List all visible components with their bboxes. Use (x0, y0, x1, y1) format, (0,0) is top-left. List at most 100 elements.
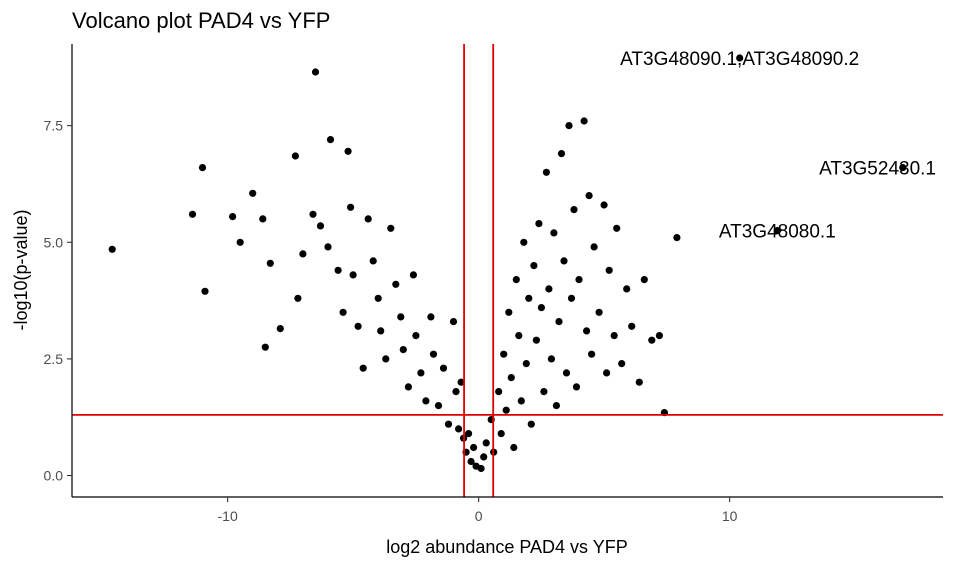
data-point (505, 308, 513, 316)
data-point (618, 360, 626, 368)
x-tick-label: 0 (475, 508, 483, 524)
data-point (266, 259, 274, 267)
data-point (562, 369, 571, 377)
y-tick-label: 7.5 (44, 118, 64, 134)
data-point (276, 325, 284, 333)
data-point (623, 285, 631, 293)
data-point (570, 206, 578, 214)
data-point (201, 287, 209, 295)
data-points-layer (108, 54, 907, 473)
data-point (392, 280, 400, 288)
data-point (628, 322, 636, 330)
data-point (397, 313, 405, 321)
data-point (427, 313, 435, 321)
data-point (249, 189, 257, 197)
x-axis-ticks: -10 0 10 (218, 497, 738, 524)
data-point (640, 276, 648, 284)
gene-annotation-label: AT3G52430.1 (819, 159, 936, 180)
y-tick-label: 5.0 (44, 234, 64, 250)
data-point (434, 402, 443, 410)
data-point (299, 250, 307, 258)
data-point (560, 257, 568, 265)
data-point (291, 152, 299, 160)
data-point (444, 420, 453, 428)
data-point (465, 430, 473, 438)
data-point (500, 350, 508, 358)
data-point (600, 201, 608, 209)
data-point (605, 266, 613, 274)
data-point (552, 402, 561, 410)
data-point (294, 294, 302, 302)
data-point (354, 322, 362, 330)
data-point (635, 378, 643, 386)
data-point (324, 243, 332, 251)
data-point (525, 294, 533, 302)
data-point (439, 364, 448, 372)
data-point (512, 276, 520, 284)
x-tick-label: 10 (722, 508, 738, 524)
data-point (382, 355, 390, 363)
data-point (580, 117, 588, 125)
data-point (522, 360, 530, 368)
data-point (595, 308, 603, 316)
data-point (603, 369, 611, 377)
data-point (572, 383, 581, 391)
data-point (655, 332, 664, 340)
data-point (259, 215, 267, 223)
data-point (527, 420, 535, 428)
data-point (673, 234, 681, 242)
data-point (417, 369, 425, 377)
y-axis-label: -log10(p-value) (11, 209, 31, 330)
data-point (399, 346, 407, 354)
data-point (387, 224, 395, 232)
x-axis-label: log2 abundance PAD4 vs YFP (386, 537, 628, 557)
data-point (899, 164, 907, 172)
data-point (507, 374, 515, 382)
data-point (344, 147, 352, 155)
data-point (309, 210, 317, 218)
data-point (502, 406, 510, 414)
data-point (613, 224, 621, 232)
data-point (497, 430, 505, 438)
data-point (530, 262, 538, 270)
data-point (452, 388, 460, 396)
data-point (359, 364, 367, 372)
data-point (590, 243, 598, 251)
chart-title: Volcano plot PAD4 vs YFP (72, 8, 330, 33)
data-point (349, 271, 357, 279)
data-point (229, 213, 237, 221)
data-point (565, 122, 573, 130)
data-point (422, 397, 430, 405)
data-point (455, 425, 463, 433)
y-tick-label: 0.0 (44, 468, 64, 484)
data-point (429, 350, 438, 358)
data-point (773, 227, 781, 235)
y-axis-ticks: 0.0 2.5 5.0 7.5 (44, 118, 72, 484)
data-point (575, 276, 583, 284)
data-point (339, 308, 347, 316)
data-point (412, 332, 420, 340)
data-point (364, 215, 372, 223)
data-point (188, 210, 197, 218)
data-point (334, 266, 342, 274)
data-point (467, 457, 475, 466)
data-point (583, 327, 591, 335)
data-point (409, 271, 417, 279)
data-point (198, 164, 207, 172)
data-point (547, 355, 556, 363)
data-point (567, 294, 576, 302)
data-point (542, 168, 551, 176)
data-point (585, 192, 593, 200)
data-point (545, 285, 553, 293)
data-point (610, 332, 618, 340)
threshold-lines (72, 44, 943, 497)
gene-annotation-label: AT3G48080.1 (719, 222, 836, 243)
data-point (482, 439, 490, 447)
data-point (404, 383, 412, 391)
data-point (520, 238, 528, 246)
data-point (261, 343, 269, 351)
data-point (480, 453, 488, 461)
data-point (377, 327, 385, 335)
data-point (369, 257, 377, 265)
